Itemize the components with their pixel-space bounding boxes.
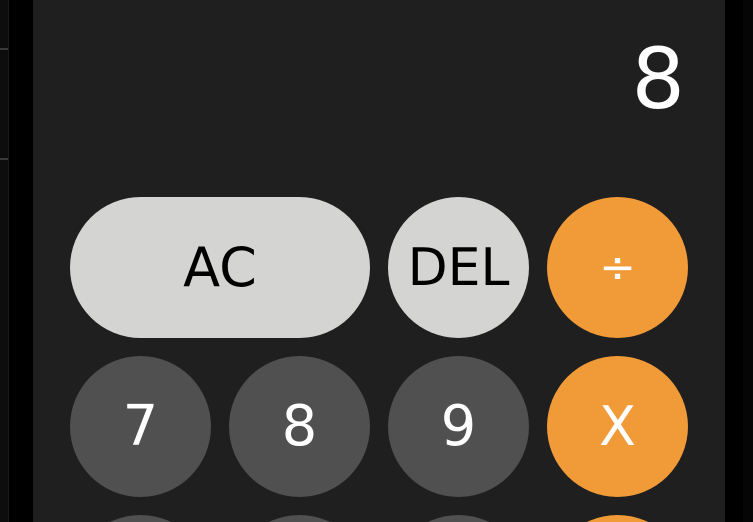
left-window-edge [0, 0, 9, 522]
divide-button[interactable]: ÷ [547, 197, 688, 338]
digit-7-label: 7 [122, 394, 159, 459]
divide-icon: ÷ [599, 242, 636, 293]
digit-9-label: 9 [440, 394, 477, 459]
all-clear-label: AC [183, 236, 257, 299]
digit-9-button[interactable]: 9 [388, 356, 529, 497]
multiply-icon: X [599, 395, 636, 458]
digit-8-button[interactable]: 8 [229, 356, 370, 497]
subtract-button[interactable] [547, 515, 688, 522]
digit-8-label: 8 [281, 394, 318, 459]
digit-7-button[interactable]: 7 [70, 356, 211, 497]
multiply-button[interactable]: X [547, 356, 688, 497]
digit-6-button[interactable] [388, 515, 529, 522]
right-window-edge [743, 0, 753, 522]
digit-4-button[interactable] [70, 515, 211, 522]
delete-label: DEL [407, 237, 510, 298]
calculator-panel: 8 AC DEL ÷ 7 8 9 X [33, 0, 725, 522]
edge-marker [0, 48, 8, 50]
all-clear-button[interactable]: AC [70, 197, 370, 338]
digit-5-button[interactable] [229, 515, 370, 522]
edge-marker [0, 158, 8, 160]
delete-button[interactable]: DEL [388, 197, 529, 338]
result-display: 8 [631, 30, 685, 128]
